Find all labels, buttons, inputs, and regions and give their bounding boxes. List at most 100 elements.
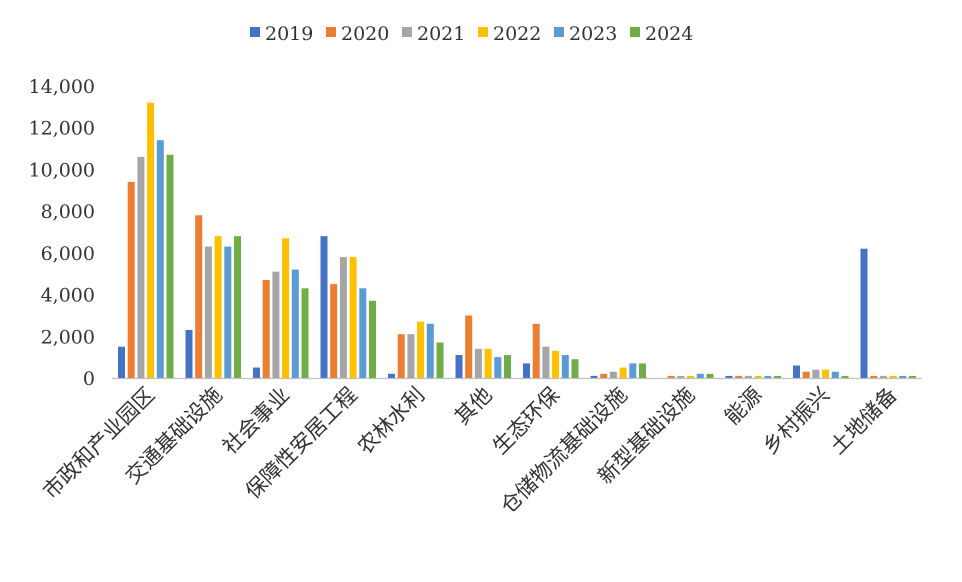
bar-2021-3 (339, 257, 347, 378)
bar-2024-7 (639, 363, 646, 378)
bar-2020-8 (667, 375, 675, 378)
bar-2024-1 (234, 236, 241, 378)
x-tick-label: 仓储物流基础设施 (496, 383, 632, 519)
bar-2022-4 (417, 321, 425, 378)
bar-2020-10 (802, 371, 810, 378)
bar-2023-6 (561, 355, 569, 378)
bar-2020-7 (600, 373, 608, 378)
bar-2020-3 (330, 284, 338, 378)
bar-2020-9 (735, 375, 743, 378)
bar-2021-10 (812, 369, 820, 378)
bar-2021-9 (744, 375, 752, 378)
bar-2024-10 (841, 375, 849, 378)
bar-2023-10 (831, 371, 839, 378)
y-tick-label: 12,000 (29, 118, 95, 140)
x-tick-label: 土地储备 (825, 383, 901, 459)
bar-2019-10 (793, 365, 800, 378)
bar-2021-5 (474, 348, 482, 378)
x-tick-label: 农林水利 (353, 383, 429, 459)
legend-swatch (402, 27, 412, 37)
bar-2019-3 (320, 236, 328, 378)
bar-2019-11 (860, 248, 868, 378)
y-axis: 0 2,000 4,000 6,000 8,000 10,000 12,000 14,000 (29, 76, 95, 390)
bar-2019-5 (455, 355, 463, 378)
bar-2020-1 (195, 215, 203, 378)
legend: 2019 2020 2021 2022 2023 2024 (250, 23, 693, 45)
legend-label: 2019 (265, 23, 313, 45)
y-tick-label: 2,000 (41, 326, 95, 348)
bar-2019-0 (118, 346, 125, 378)
bar-2022-8 (687, 375, 695, 378)
bar-2020-11 (870, 375, 878, 378)
bar-2021-4 (407, 334, 415, 378)
bar-2019-4 (388, 373, 395, 378)
bar-2019-6 (523, 363, 530, 378)
bar-2022-2 (282, 238, 290, 378)
bar-2021-2 (272, 271, 280, 378)
x-tick-label: 能源 (720, 383, 767, 430)
bar-2023-9 (764, 375, 772, 378)
bar-2023-1 (224, 246, 232, 378)
bar-2024-11 (909, 375, 916, 378)
bar-2024-2 (301, 288, 309, 378)
bar-2020-0 (127, 181, 135, 378)
y-tick-label: 14,000 (29, 76, 95, 98)
bar-2020-6 (532, 323, 540, 378)
y-tick-label: 6,000 (41, 243, 95, 265)
bar-2019-9 (725, 375, 733, 378)
x-tick-label: 市政和产业园区 (38, 383, 159, 504)
y-tick-label: 0 (83, 368, 95, 390)
bar-2024-0 (166, 154, 174, 378)
bar-2021-11 (879, 375, 887, 378)
bar-2022-5 (484, 348, 492, 378)
bar-2020-2 (262, 279, 270, 378)
bar-2022-0 (147, 102, 155, 378)
legend-swatch (630, 27, 640, 37)
legend-label: 2023 (569, 23, 617, 45)
bar-2024-8 (706, 373, 714, 378)
bar-2022-1 (214, 236, 222, 378)
bar-2023-2 (291, 269, 299, 378)
legend-label: 2020 (341, 23, 389, 45)
bar-2023-8 (696, 373, 704, 378)
bar-2023-11 (899, 375, 907, 378)
bar-2023-4 (426, 323, 434, 378)
legend-swatch (250, 27, 260, 37)
bar-2024-3 (369, 300, 376, 378)
bar-2023-5 (494, 357, 502, 378)
x-tick-label: 乡村振兴 (758, 383, 834, 459)
bar-2022-11 (889, 375, 897, 378)
bar-2023-0 (156, 140, 164, 378)
bar-2024-9 (774, 375, 781, 378)
bar-2021-0 (137, 156, 145, 378)
bar-2024-4 (436, 342, 444, 378)
bar-2024-5 (504, 355, 511, 378)
legend-label: 2022 (493, 23, 541, 45)
bar-2023-7 (629, 363, 637, 378)
bar-2022-3 (349, 257, 357, 378)
bar-2021-7 (609, 371, 617, 378)
bar-2019-2 (253, 367, 260, 378)
bar-2021-6 (542, 346, 550, 378)
legend-swatch (326, 27, 336, 37)
legend-swatch (554, 27, 564, 37)
bar-2022-7 (619, 367, 627, 378)
bar-2021-8 (677, 375, 685, 378)
bar-2021-1 (204, 246, 212, 378)
legend-label: 2024 (645, 23, 693, 45)
bar-2020-5 (465, 315, 473, 378)
bar-2019-1 (185, 330, 193, 378)
bar-2020-4 (397, 334, 405, 378)
bars (118, 102, 916, 378)
bar-2022-10 (822, 369, 830, 378)
x-tick-label: 其他 (450, 383, 497, 430)
bar-2022-6 (552, 350, 560, 378)
bar-2023-3 (359, 288, 367, 378)
bar-2019-7 (590, 375, 598, 378)
y-tick-label: 10,000 (29, 159, 95, 181)
bar-2024-6 (571, 359, 579, 378)
y-tick-label: 4,000 (41, 285, 95, 307)
